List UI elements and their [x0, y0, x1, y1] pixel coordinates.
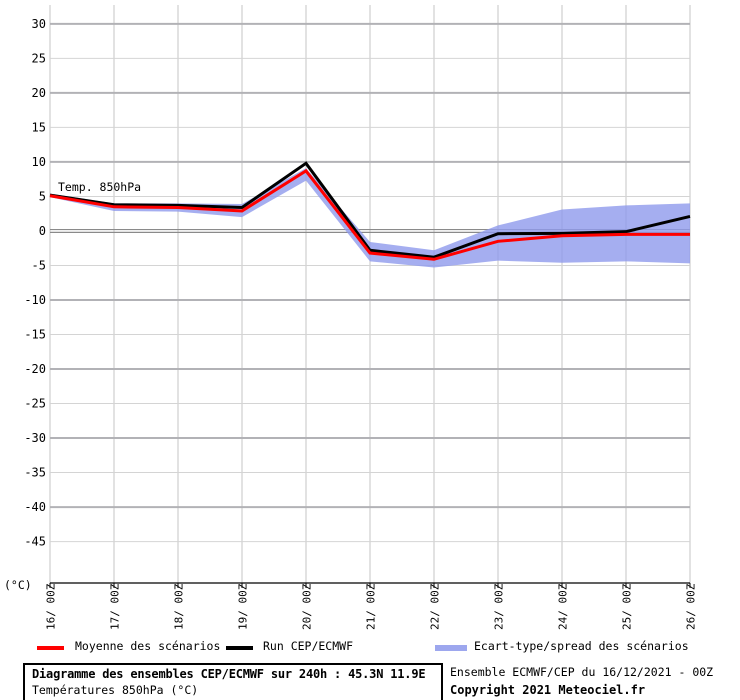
svg-text:-25: -25 [24, 397, 46, 411]
chart-annotation: Temp. 850hPa (°C) [4, 180, 141, 592]
y-tick-labels: 30 25 20 15 10 5 0 -5 -10 -15 -20 -25 -30 -35 -40 -45 [24, 17, 46, 549]
run-line-swatch [226, 646, 253, 650]
svg-text:-5: -5 [32, 258, 46, 272]
svg-text:25: 25 [32, 51, 46, 65]
svg-text:20/ 00Z: 20/ 00Z [301, 583, 314, 630]
svg-text:10: 10 [32, 155, 46, 169]
chart-title: Diagramme des ensembles CEP/ECMWF sur 24… [32, 667, 426, 681]
svg-text:0: 0 [39, 224, 46, 238]
svg-text:16/ 00Z: 16/ 00Z [45, 583, 58, 630]
svg-text:-45: -45 [24, 535, 46, 549]
svg-text:5: 5 [39, 189, 46, 203]
chart-title-box: Diagramme des ensembles CEP/ECMWF sur 24… [23, 663, 443, 700]
svg-text:20: 20 [32, 86, 46, 100]
svg-text:-40: -40 [24, 500, 46, 514]
svg-text:24/ 00Z: 24/ 00Z [557, 583, 570, 630]
run-info-block: Ensemble ECMWF/CEP du 16/12/2021 - 00Z C… [450, 665, 713, 698]
chart-legend: Moyenne des scénarios Run CEP/ECMWF Ecar… [0, 638, 740, 658]
svg-text:18/ 00Z: 18/ 00Z [173, 583, 186, 630]
copyright: Copyright 2021 Meteociel.fr [450, 683, 646, 697]
svg-text:23/ 00Z: 23/ 00Z [493, 583, 506, 630]
mean-line-swatch [37, 646, 64, 650]
svg-text:25/ 00Z: 25/ 00Z [621, 583, 634, 630]
run-info: Ensemble ECMWF/CEP du 16/12/2021 - 00Z [450, 665, 714, 679]
legend-label-spread: Ecart-type/spread des scénarios [474, 639, 689, 653]
spread-band-swatch [435, 645, 467, 651]
run-line [49, 161, 691, 259]
x-axis [49, 582, 691, 588]
svg-text:21/ 00Z: 21/ 00Z [365, 583, 378, 630]
svg-text:-10: -10 [24, 293, 46, 307]
chart-grid [49, 5, 691, 583]
svg-text:22/ 00Z: 22/ 00Z [429, 583, 442, 630]
svg-text:17/ 00Z: 17/ 00Z [109, 583, 122, 630]
svg-text:-35: -35 [24, 466, 46, 480]
legend-label-run: Run CEP/ECMWF [263, 639, 354, 653]
chart-subtitle: Températures 850hPa (°C) [32, 683, 199, 697]
svg-text:-15: -15 [24, 328, 46, 342]
svg-text:Temp. 850hPa: Temp. 850hPa [58, 180, 141, 194]
svg-text:-20: -20 [24, 362, 46, 376]
ensemble-chart-svg: 30 25 20 15 10 5 0 -5 -10 -15 -20 -25 -30 -35 -40 -45 16… [4, 5, 698, 630]
svg-text:30: 30 [32, 17, 46, 31]
mean-line [49, 168, 690, 261]
svg-text:-30: -30 [24, 431, 46, 445]
svg-text:15: 15 [32, 120, 46, 134]
svg-text:(°C): (°C) [4, 578, 32, 592]
svg-text:19/ 00Z: 19/ 00Z [237, 583, 250, 630]
x-tick-labels: 16/ 00Z 17/ 00Z 18/ 00Z 19/ 00Z 20/ 00Z 21/ 0… [45, 583, 698, 630]
legend-label-mean: Moyenne des scénarios [75, 639, 221, 653]
svg-text:26/ 00Z: 26/ 00Z [685, 583, 698, 630]
spread-band [50, 168, 690, 268]
